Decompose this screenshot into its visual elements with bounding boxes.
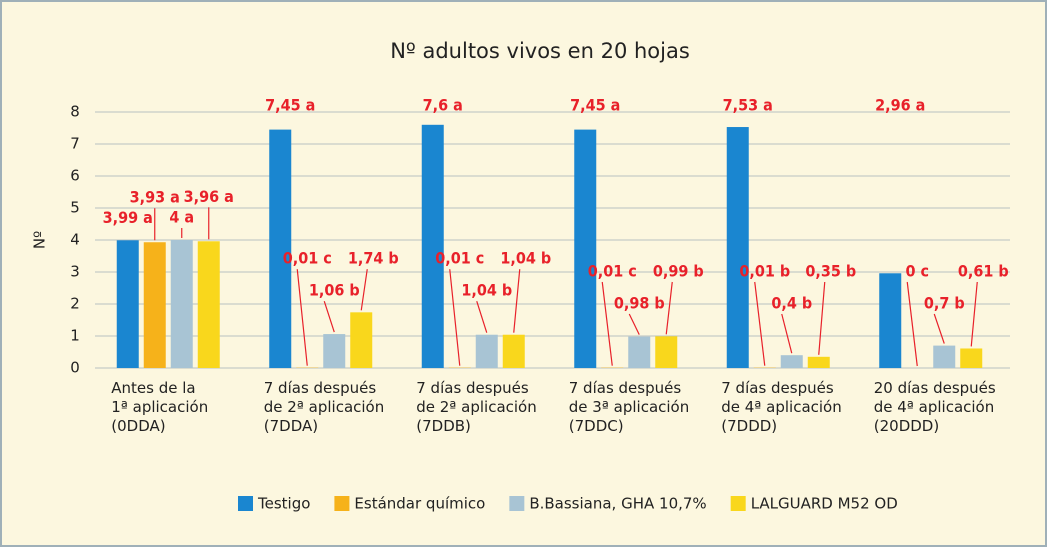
value-label: 1,06 b	[309, 281, 360, 300]
x-tick-label: 7 días después de 4ª aplicación (7DDD)	[721, 379, 841, 435]
value-label: 0 c	[905, 262, 929, 281]
y-tick-label: 0	[70, 359, 80, 377]
value-label: 0,61 b	[958, 262, 1009, 281]
value-label: 2,96 a	[875, 96, 925, 115]
x-tick-label: 7 días después de 2ª aplicación (7DDA)	[264, 379, 384, 435]
y-tick-label: 8	[70, 103, 80, 121]
bar	[960, 348, 983, 368]
bar	[502, 334, 525, 368]
value-label: 0,01 c	[283, 249, 332, 268]
value-label: 3,93 a	[130, 188, 180, 207]
x-tick-label: Antes de la 1ª aplicación (0DDA)	[111, 379, 208, 435]
value-label: 0,4 b	[771, 294, 812, 313]
value-label: 0,7 b	[924, 294, 965, 313]
bar	[933, 345, 956, 368]
legend-label: LALGUARD M52 OD	[751, 495, 898, 513]
x-tick-label: 7 días después de 2ª aplicación (7DDB)	[416, 379, 536, 435]
bar	[170, 240, 193, 368]
value-label: 0,99 b	[653, 262, 704, 281]
leader-line	[970, 281, 978, 347]
x-tick-label: 20 días después de 4ª aplicación (20DDD)	[874, 379, 996, 435]
value-label: 0,01 b	[739, 262, 790, 281]
value-label: 7,6 a	[423, 96, 463, 115]
y-tick-label: 6	[70, 167, 80, 185]
value-label: 7,45 a	[570, 96, 620, 115]
x-tick-label: 7 días después de 3ª aplicación (7DDC)	[569, 379, 689, 435]
bar	[421, 124, 444, 368]
legend-label: Estándar químico	[354, 495, 485, 513]
bar	[780, 355, 803, 368]
y-axis-label: Nº	[31, 231, 49, 249]
y-tick-label: 3	[70, 263, 80, 281]
y-tick-label: 2	[70, 295, 80, 313]
leader-line	[360, 269, 368, 311]
leader-line	[476, 301, 488, 333]
y-tick-label: 5	[70, 199, 80, 217]
y-tick-label: 7	[70, 135, 80, 153]
bar	[628, 336, 651, 368]
legend-label: Testigo	[257, 495, 310, 513]
value-label: 0,98 b	[614, 294, 665, 313]
leader-line	[601, 281, 613, 366]
value-label: 1,74 b	[348, 249, 399, 268]
value-label: 7,53 a	[723, 96, 773, 115]
legend-swatch	[509, 496, 525, 511]
value-label: 7,45 a	[265, 96, 315, 115]
value-label: 1,04 b	[461, 281, 512, 300]
leader-line	[628, 313, 640, 335]
leader-line	[818, 281, 826, 355]
bar	[269, 129, 292, 368]
bar	[807, 356, 830, 368]
bar	[197, 241, 220, 368]
bar	[655, 336, 678, 368]
legend-swatch	[238, 496, 253, 511]
leader-line	[665, 281, 673, 335]
value-label: 1,04 b	[500, 249, 551, 268]
leader-line	[296, 269, 308, 366]
legend-label: B.Bassiana, GHA 10,7%	[529, 495, 706, 513]
bar	[350, 312, 373, 368]
leader-line	[449, 269, 461, 366]
bar	[879, 273, 902, 368]
legend-swatch	[730, 496, 746, 511]
leader-line	[754, 281, 766, 366]
bar	[143, 242, 166, 368]
value-label: 0,01 c	[435, 249, 484, 268]
leader-line	[323, 301, 335, 333]
value-label: 0,01 c	[588, 262, 637, 281]
value-label: 3,99 a	[103, 208, 153, 227]
leader-line	[933, 313, 945, 344]
value-label: 4 a	[169, 208, 194, 227]
bar	[475, 334, 498, 368]
value-label: 0,35 b	[805, 262, 856, 281]
bar	[323, 334, 346, 368]
legend-swatch	[334, 496, 350, 511]
bar	[726, 127, 749, 368]
leader-line	[781, 313, 793, 354]
y-tick-label: 4	[70, 231, 80, 249]
bar	[574, 129, 597, 368]
leader-line	[513, 269, 521, 333]
value-label: 3,96 a	[184, 187, 234, 206]
y-tick-label: 1	[70, 327, 80, 345]
chart-title: Nº adultos vivos en 20 hojas	[390, 39, 690, 63]
bar	[116, 240, 139, 368]
leader-line	[906, 281, 918, 367]
